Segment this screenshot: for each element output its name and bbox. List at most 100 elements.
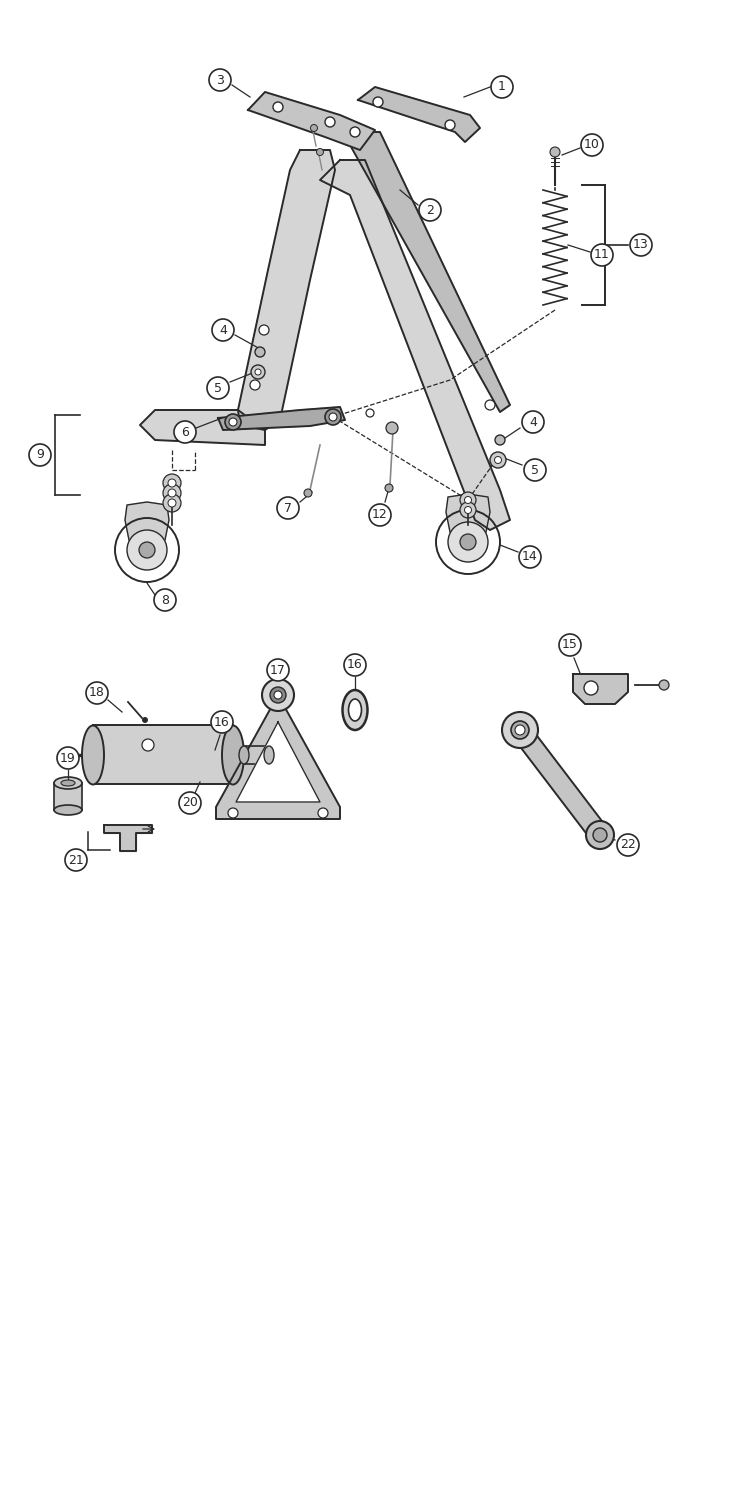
Circle shape <box>267 658 289 681</box>
Text: 14: 14 <box>522 550 538 564</box>
Text: 12: 12 <box>372 509 388 522</box>
Ellipse shape <box>348 699 362 721</box>
Circle shape <box>174 422 196 442</box>
Circle shape <box>366 410 374 417</box>
Text: 21: 21 <box>68 853 84 867</box>
Circle shape <box>460 492 476 508</box>
Circle shape <box>259 326 269 334</box>
Text: 5: 5 <box>214 381 222 394</box>
Text: 6: 6 <box>181 426 189 438</box>
Polygon shape <box>216 694 340 819</box>
Circle shape <box>617 834 639 856</box>
Circle shape <box>502 712 538 748</box>
Circle shape <box>344 654 366 676</box>
Text: 10: 10 <box>584 138 600 152</box>
Circle shape <box>29 444 51 466</box>
Circle shape <box>207 376 229 399</box>
Circle shape <box>515 724 525 735</box>
Circle shape <box>142 717 148 723</box>
Circle shape <box>491 76 513 98</box>
Circle shape <box>168 500 176 507</box>
Polygon shape <box>104 825 152 850</box>
Text: 15: 15 <box>562 639 578 651</box>
Ellipse shape <box>342 690 368 730</box>
Circle shape <box>270 687 286 703</box>
Text: 2: 2 <box>426 204 434 216</box>
Circle shape <box>163 474 181 492</box>
Circle shape <box>495 456 502 464</box>
Circle shape <box>179 792 201 814</box>
Circle shape <box>386 422 398 434</box>
Ellipse shape <box>239 746 249 764</box>
Text: 11: 11 <box>594 249 610 261</box>
Circle shape <box>86 682 108 703</box>
Circle shape <box>274 692 282 699</box>
Circle shape <box>591 244 613 266</box>
Circle shape <box>277 496 299 519</box>
Circle shape <box>373 98 383 106</box>
Polygon shape <box>125 503 169 540</box>
Circle shape <box>127 530 167 570</box>
Text: 3: 3 <box>216 74 224 87</box>
Text: 18: 18 <box>89 687 105 699</box>
Circle shape <box>559 634 581 656</box>
Circle shape <box>228 808 238 818</box>
Circle shape <box>495 435 505 445</box>
Circle shape <box>593 828 607 842</box>
Circle shape <box>168 489 176 496</box>
Circle shape <box>139 542 155 558</box>
Ellipse shape <box>222 726 244 784</box>
Ellipse shape <box>61 780 75 786</box>
Circle shape <box>350 128 360 136</box>
Circle shape <box>163 494 181 512</box>
Ellipse shape <box>54 777 82 789</box>
Circle shape <box>445 120 455 130</box>
Circle shape <box>225 414 241 430</box>
Circle shape <box>460 534 476 550</box>
Circle shape <box>318 808 328 818</box>
FancyBboxPatch shape <box>93 724 233 784</box>
Circle shape <box>251 364 265 380</box>
Polygon shape <box>350 132 510 413</box>
Circle shape <box>250 380 260 390</box>
Circle shape <box>142 740 154 752</box>
Circle shape <box>630 234 652 256</box>
Circle shape <box>212 320 234 340</box>
Circle shape <box>511 722 529 740</box>
Circle shape <box>255 346 265 357</box>
Polygon shape <box>236 722 320 803</box>
Text: 4: 4 <box>529 416 537 429</box>
Text: 1: 1 <box>498 81 506 93</box>
Polygon shape <box>248 92 375 150</box>
Text: 17: 17 <box>270 663 286 676</box>
Ellipse shape <box>264 746 274 764</box>
Circle shape <box>460 503 476 518</box>
Circle shape <box>317 148 323 156</box>
Ellipse shape <box>82 726 104 784</box>
Circle shape <box>262 680 294 711</box>
Circle shape <box>229 419 237 426</box>
Circle shape <box>211 711 233 734</box>
Polygon shape <box>446 494 490 532</box>
Text: 16: 16 <box>347 658 363 672</box>
Circle shape <box>255 369 261 375</box>
Polygon shape <box>358 87 480 142</box>
Circle shape <box>524 459 546 482</box>
Circle shape <box>209 69 231 92</box>
Text: 7: 7 <box>284 501 292 515</box>
Circle shape <box>584 681 598 694</box>
Circle shape <box>369 504 391 526</box>
Text: 16: 16 <box>214 716 230 729</box>
Text: 22: 22 <box>620 839 636 852</box>
Circle shape <box>465 496 472 504</box>
Text: 8: 8 <box>161 594 169 606</box>
Circle shape <box>168 478 176 488</box>
Circle shape <box>329 413 337 422</box>
Polygon shape <box>218 406 345 430</box>
Circle shape <box>385 484 393 492</box>
Text: 19: 19 <box>60 752 76 765</box>
Circle shape <box>325 410 341 424</box>
Circle shape <box>519 546 541 568</box>
Circle shape <box>57 747 79 770</box>
Circle shape <box>304 489 312 496</box>
